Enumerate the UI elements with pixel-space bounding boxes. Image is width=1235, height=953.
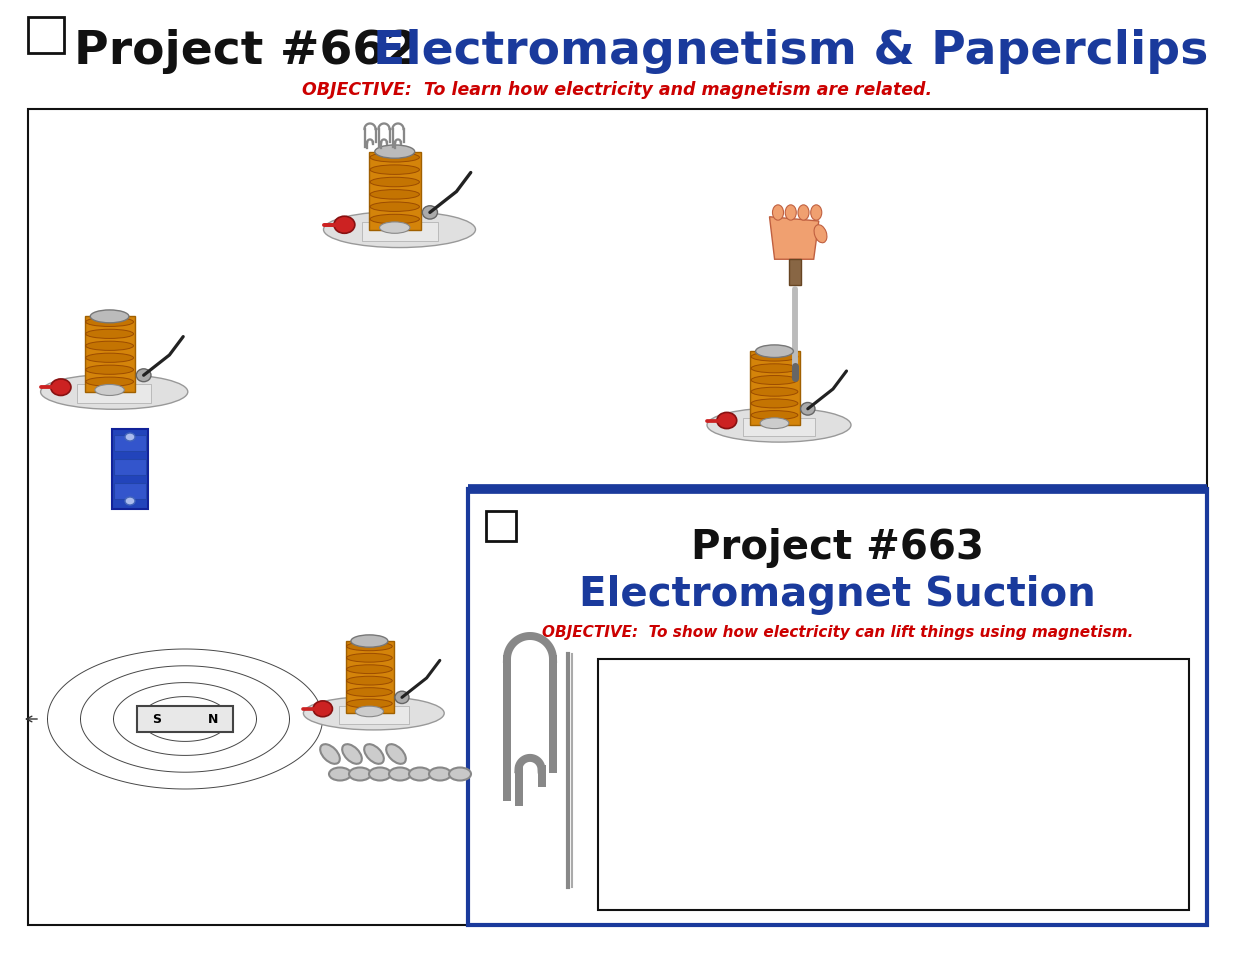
Ellipse shape [351, 636, 388, 647]
Ellipse shape [356, 706, 384, 717]
Ellipse shape [51, 379, 70, 396]
Ellipse shape [706, 409, 851, 442]
Bar [114, 483, 146, 499]
Bar [28, 18, 64, 54]
Ellipse shape [370, 203, 420, 213]
Ellipse shape [329, 768, 351, 781]
Ellipse shape [798, 206, 809, 221]
Text: Electromagnetism & Paperclips: Electromagnetism & Paperclips [340, 30, 1208, 74]
Bar [137, 706, 233, 732]
Ellipse shape [751, 376, 798, 385]
Ellipse shape [125, 434, 135, 441]
Bar [114, 436, 146, 452]
Ellipse shape [304, 697, 445, 730]
Ellipse shape [751, 399, 798, 409]
Ellipse shape [810, 206, 821, 221]
Ellipse shape [333, 217, 354, 234]
Text: S: S [152, 713, 162, 726]
Ellipse shape [364, 744, 384, 764]
Bar [112, 430, 148, 510]
Bar [750, 352, 800, 426]
Ellipse shape [370, 178, 420, 188]
Bar [28, 110, 1207, 925]
Text: Electromagnet Suction: Electromagnet Suction [579, 575, 1095, 615]
Ellipse shape [370, 215, 420, 225]
Bar [789, 260, 802, 286]
Ellipse shape [751, 353, 798, 362]
Ellipse shape [751, 364, 798, 374]
Ellipse shape [760, 418, 789, 429]
Ellipse shape [756, 346, 793, 358]
Ellipse shape [387, 744, 406, 764]
Ellipse shape [125, 497, 135, 505]
Ellipse shape [85, 366, 133, 375]
Ellipse shape [320, 744, 340, 764]
Ellipse shape [429, 768, 451, 781]
Ellipse shape [347, 665, 393, 674]
Text: N: N [207, 713, 219, 726]
Ellipse shape [85, 342, 133, 351]
Bar [468, 490, 1207, 925]
Text: Project #663: Project #663 [692, 527, 984, 567]
Text: OBJECTIVE:  To learn how electricity and magnetism are related.: OBJECTIVE: To learn how electricity and … [301, 81, 932, 99]
Bar [346, 641, 394, 714]
Ellipse shape [85, 330, 133, 339]
Bar [338, 706, 409, 724]
Ellipse shape [379, 223, 410, 234]
Ellipse shape [370, 191, 420, 200]
Bar [85, 317, 136, 393]
Ellipse shape [85, 354, 133, 363]
Bar [743, 418, 815, 436]
Ellipse shape [85, 377, 133, 387]
Bar [369, 152, 421, 231]
Text: Project #662: Project #662 [74, 30, 419, 74]
Ellipse shape [85, 318, 133, 327]
Ellipse shape [90, 311, 128, 323]
Ellipse shape [347, 642, 393, 651]
Ellipse shape [800, 403, 815, 416]
Text: OBJECTIVE:  To show how electricity can lift things using magnetism.: OBJECTIVE: To show how electricity can l… [542, 625, 1134, 639]
Ellipse shape [814, 226, 827, 244]
Ellipse shape [347, 654, 393, 662]
Ellipse shape [342, 744, 362, 764]
Bar [487, 512, 516, 541]
Bar [598, 659, 1189, 910]
Ellipse shape [350, 768, 370, 781]
Ellipse shape [324, 213, 475, 249]
Ellipse shape [716, 413, 737, 429]
Ellipse shape [409, 768, 431, 781]
Ellipse shape [347, 700, 393, 708]
Ellipse shape [136, 370, 151, 382]
Ellipse shape [785, 206, 797, 221]
Ellipse shape [41, 375, 188, 410]
Ellipse shape [374, 146, 415, 159]
Bar [114, 459, 146, 476]
Ellipse shape [347, 677, 393, 685]
Ellipse shape [772, 206, 783, 221]
Ellipse shape [369, 768, 391, 781]
Ellipse shape [751, 411, 798, 420]
Ellipse shape [395, 692, 409, 703]
Ellipse shape [347, 688, 393, 697]
Ellipse shape [370, 153, 420, 163]
Ellipse shape [314, 701, 332, 717]
Ellipse shape [370, 166, 420, 175]
Bar [78, 385, 151, 403]
Ellipse shape [389, 768, 411, 781]
Ellipse shape [751, 388, 798, 396]
Bar [362, 223, 437, 242]
Ellipse shape [95, 385, 125, 396]
Ellipse shape [422, 207, 437, 220]
Polygon shape [769, 217, 819, 260]
Ellipse shape [450, 768, 471, 781]
